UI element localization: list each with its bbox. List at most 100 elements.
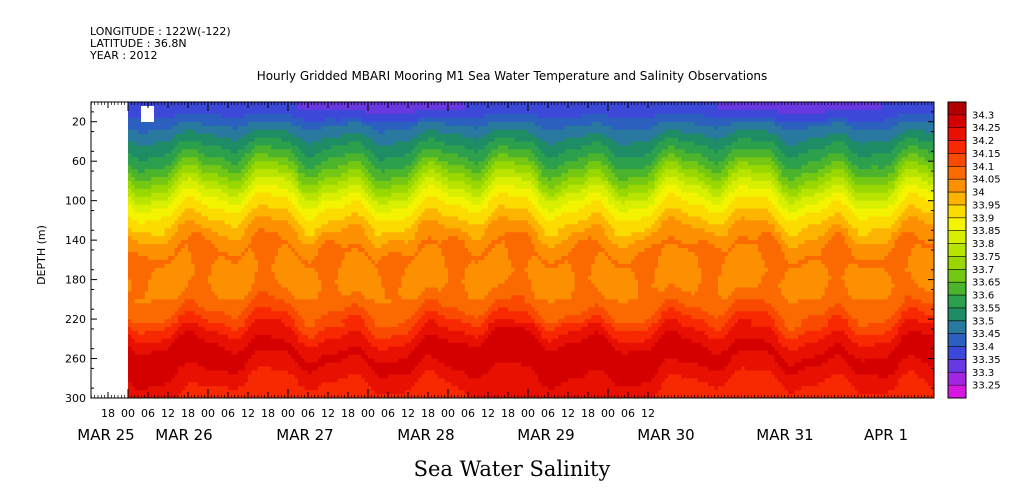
heatmap-cell	[158, 264, 162, 268]
heatmap-cell	[248, 268, 252, 272]
heatmap-cell	[225, 327, 229, 331]
heatmap-cell	[271, 256, 275, 260]
heatmap-cell	[261, 220, 265, 224]
heatmap-cell	[255, 299, 259, 303]
heatmap-cell	[291, 303, 295, 307]
heatmap-cell	[181, 264, 185, 268]
heatmap-cell	[268, 145, 272, 149]
heatmap-cell	[235, 165, 239, 169]
heatmap-cell	[228, 177, 232, 181]
heatmap-cell	[185, 268, 189, 272]
heatmap-cell	[201, 359, 205, 363]
heatmap-cell	[261, 355, 265, 359]
heatmap-cell	[335, 386, 339, 390]
heatmap-cell	[255, 374, 259, 378]
heatmap-cell	[325, 185, 329, 189]
heatmap-cell	[298, 264, 302, 268]
heatmap-cell	[311, 236, 315, 240]
heatmap-cell	[215, 390, 219, 394]
heatmap-cell	[208, 173, 212, 177]
heatmap-cell	[161, 268, 165, 272]
heatmap-cell	[175, 268, 179, 272]
heatmap-cell	[131, 280, 135, 284]
heatmap-cell	[135, 264, 139, 268]
heatmap-cell	[231, 386, 235, 390]
heatmap-cell	[165, 181, 169, 185]
heatmap-cell	[348, 256, 352, 260]
heatmap-cell	[305, 205, 309, 209]
heatmap-cell	[205, 315, 209, 319]
heatmap-cell	[345, 256, 349, 260]
heatmap-cell	[175, 224, 179, 228]
heatmap-cell	[128, 390, 132, 394]
heatmap-cell	[241, 118, 245, 122]
heatmap-cell	[301, 339, 305, 343]
heatmap-cell	[321, 299, 325, 303]
heatmap-cell	[338, 355, 342, 359]
heatmap-cell	[268, 382, 272, 386]
heatmap-cell	[341, 347, 345, 351]
heatmap-cell	[298, 216, 302, 220]
heatmap-cell	[318, 232, 322, 236]
heatmap-cell	[245, 303, 249, 307]
heatmap-cell	[248, 240, 252, 244]
heatmap-cell	[208, 347, 212, 351]
heatmap-cell	[318, 303, 322, 307]
heatmap-cell	[288, 284, 292, 288]
heatmap-cell	[135, 272, 139, 276]
heatmap-cell	[175, 138, 179, 142]
heatmap-cell	[321, 216, 325, 220]
heatmap-cell	[245, 335, 249, 339]
heatmap-cell	[158, 209, 162, 213]
heatmap-cell	[221, 138, 225, 142]
heatmap-cell	[215, 359, 219, 363]
heatmap-cell	[225, 181, 229, 185]
heatmap-cell	[308, 390, 312, 394]
heatmap-cell	[131, 173, 135, 177]
heatmap-cell	[278, 359, 282, 363]
heatmap-cell	[128, 339, 132, 343]
heatmap-cell	[211, 205, 215, 209]
heatmap-cell	[161, 374, 165, 378]
heatmap-cell	[241, 224, 245, 228]
heatmap-cell	[275, 138, 279, 142]
heatmap-cell	[328, 169, 332, 173]
heatmap-cell	[228, 201, 232, 205]
heatmap-cell	[348, 126, 352, 130]
heatmap-cell	[168, 374, 172, 378]
heatmap-cell	[135, 362, 139, 366]
heatmap-cell	[188, 106, 192, 110]
heatmap-cell	[198, 149, 202, 153]
heatmap-cell	[188, 268, 192, 272]
heatmap-cell	[131, 252, 135, 256]
heatmap-cell	[338, 228, 342, 232]
heatmap-cell	[138, 173, 142, 177]
heatmap-cell	[275, 366, 279, 370]
heatmap-cell	[208, 106, 212, 110]
heatmap-cell	[135, 197, 139, 201]
heatmap-cell	[331, 185, 335, 189]
heatmap-cell	[201, 224, 205, 228]
heatmap-cell	[241, 390, 245, 394]
heatmap-cell	[265, 370, 269, 374]
heatmap-cell	[231, 110, 235, 114]
heatmap-cell	[281, 390, 285, 394]
heatmap-cell	[145, 232, 149, 236]
heatmap-cell	[191, 307, 195, 311]
heatmap-cell	[221, 110, 225, 114]
heatmap-cell	[348, 110, 352, 114]
heatmap-cell	[328, 220, 332, 224]
heatmap-cell	[155, 122, 159, 126]
heatmap-cell	[308, 240, 312, 244]
heatmap-cell	[348, 157, 352, 161]
heatmap-cell	[251, 272, 255, 276]
heatmap-cell	[208, 165, 212, 169]
heatmap-cell	[135, 307, 139, 311]
heatmap-cell	[168, 284, 172, 288]
heatmap-cell	[175, 201, 179, 205]
heatmap-cell	[348, 165, 352, 169]
heatmap-cell	[301, 303, 305, 307]
heatmap-cell	[231, 189, 235, 193]
heatmap-cell	[278, 323, 282, 327]
heatmap-cell	[191, 141, 195, 145]
